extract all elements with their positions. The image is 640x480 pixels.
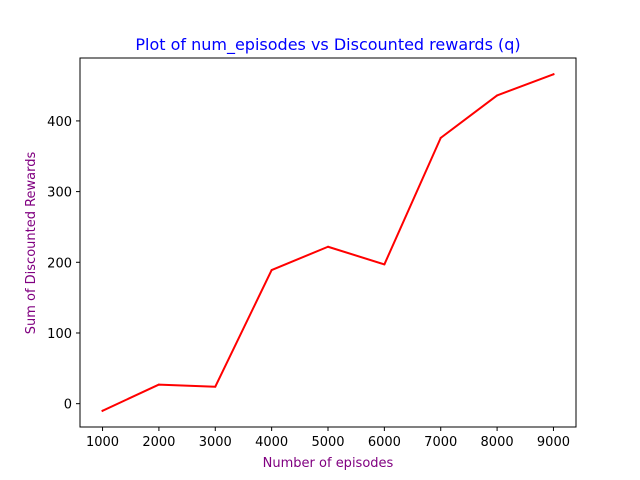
data-point-2000 xyxy=(157,383,160,386)
data-point-9000 xyxy=(552,73,555,76)
x-tick-label-9000: 9000 xyxy=(537,435,570,450)
data-point-7000 xyxy=(439,136,442,139)
data-point-8000 xyxy=(496,94,499,97)
chart-title: Plot of num_episodes vs Discounted rewar… xyxy=(135,35,520,55)
x-tick-label-7000: 7000 xyxy=(424,435,457,450)
y-tick-label-100: 100 xyxy=(47,327,72,342)
x-tick-label-8000: 8000 xyxy=(481,435,514,450)
axes-frame xyxy=(79,57,577,428)
data-point-1000 xyxy=(101,409,104,412)
data-point-4000 xyxy=(270,269,273,272)
data-point-3000 xyxy=(214,385,217,388)
x-tick-label-2000: 2000 xyxy=(142,435,175,450)
data-point-6000 xyxy=(383,263,386,266)
y-tick-label-200: 200 xyxy=(47,256,72,271)
plot-area: 1000 2000 3000 4000 5000 6000 7000 8000 9000 0 100… xyxy=(47,57,577,450)
x-tick-label-4000: 4000 xyxy=(255,435,288,450)
x-tick-label-3000: 3000 xyxy=(199,435,232,450)
x-axis-label: Number of episodes xyxy=(263,456,394,471)
series-line-0 xyxy=(101,72,555,413)
y-tick-label-400: 400 xyxy=(47,115,72,130)
y-tick-label-0: 0 xyxy=(64,398,72,413)
y-tick-label-300: 300 xyxy=(47,186,72,201)
x-tick-label-5000: 5000 xyxy=(311,435,344,450)
data-point-5000 xyxy=(327,245,329,248)
x-tick-label-1000: 1000 xyxy=(86,435,119,450)
y-axis-label: Sum of Discounted Rewards xyxy=(24,151,39,334)
x-tick-label-6000: 6000 xyxy=(368,435,401,450)
